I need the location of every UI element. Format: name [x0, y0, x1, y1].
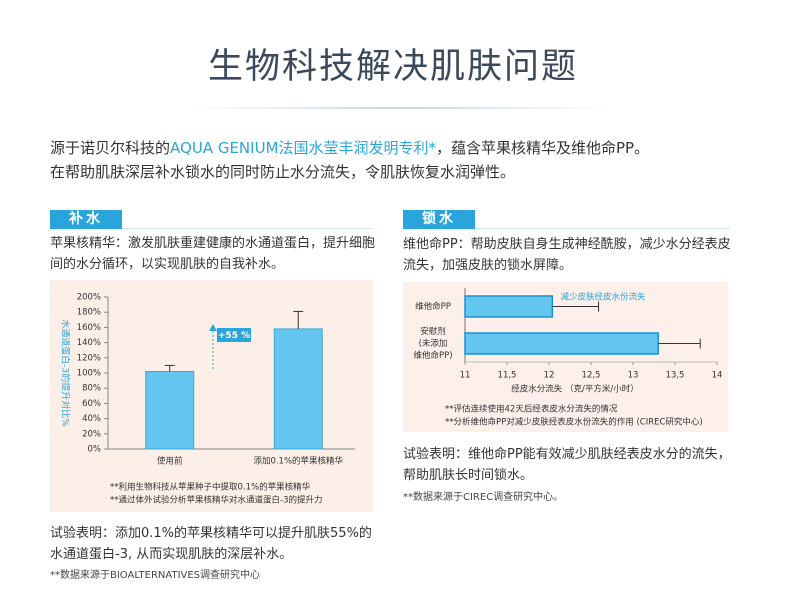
page-title: 生物科技解决肌肤问题	[207, 47, 578, 87]
y-tick-label: 100%	[77, 369, 101, 379]
section-source: **数据来源于BIOALTERNATIVES调查研究中心	[50, 570, 261, 581]
bar	[464, 332, 659, 355]
chart-note: **分析维他命PP对减少皮肤经表皮水份流失的作用 (CIREC研究中心)	[445, 417, 703, 428]
intro-text: ，蕴含苹果核精华及维他命PP。	[436, 139, 650, 157]
section-source: **数据来源于CIREC调查研究中心。	[403, 492, 564, 503]
intro-text: 源于诺贝尔科技的	[50, 139, 171, 157]
section-description: 苹果核精华：激发肌肤重建健康的水通道蛋白，提升细胞间的水分循环，以实现肌肤的自我…	[50, 236, 376, 272]
section-tab: 锁水	[403, 210, 475, 229]
tab-line	[122, 228, 372, 229]
chart-note: **利用生物科技从苹果种子中提取0.1%的苹果核精华	[110, 482, 311, 493]
y-tick-label: 20%	[82, 429, 101, 439]
x-tick-label: 11	[460, 371, 471, 381]
x-tick-label: 12,5	[582, 371, 601, 381]
x-tick-label: 使用前	[157, 456, 183, 467]
bar	[273, 328, 323, 450]
section-tab: 补水	[50, 210, 122, 229]
intro-highlight: AQUA GENIUM法国水莹丰润发明专利*	[170, 139, 436, 157]
chart-note: **通过体外试验分析苹果核精华对水通道蛋白-3的提升力	[110, 495, 322, 506]
y-tick-label: 40%	[82, 414, 101, 424]
y-tick-label: 120%	[77, 353, 101, 363]
x-tick-label: 11,5	[498, 371, 517, 381]
tab-line	[475, 228, 730, 229]
y-tick-label: 80%	[82, 384, 101, 394]
x-tick-label: 13,5	[666, 371, 685, 381]
y-tick-label: 160%	[77, 323, 101, 333]
y-tick-label: 140%	[77, 338, 101, 348]
chart: 0% 20% 40% 60% 80% 100% 120% 140% 160% 180% 200% 使用…	[50, 280, 373, 512]
annotation: +55 %	[218, 331, 250, 341]
x-tick-label: 13	[628, 371, 639, 381]
y-axis-label: 水通道蛋白-3的提升对比%	[60, 319, 72, 427]
x-tick-label: 14	[712, 371, 723, 381]
bar	[145, 370, 195, 450]
y-tick-label: 200%	[77, 293, 101, 303]
annotation: 减少皮肤经皮水份流失	[560, 292, 646, 303]
section-description: 维他命PP：帮助皮肤自身生成神经酰胺，减少水分经表皮流失，加强皮肤的锁水屏障。	[403, 237, 731, 273]
intro-line: 源于诺贝尔科技的AQUA GENIUM法国水莹丰润发明专利*，蕴含苹果核精华及维…	[50, 137, 649, 158]
intro-line: 在帮助肌肤深层补水锁水的同时防止水分流失，令肌肤恢复水润弹性。	[50, 163, 516, 181]
annotation-arrow	[209, 324, 217, 331]
section-conclusion: 试验表明：添加0.1%的苹果核精华可以提升肌肤55%的水通道蛋白-3, 从而实现…	[50, 526, 372, 562]
x-tick-label: 12	[544, 371, 555, 381]
x-tick-label: 添加0.1%的苹果核精华	[253, 456, 343, 467]
y-tick-label: 180%	[77, 308, 101, 318]
annotation-box	[217, 328, 251, 342]
y-tick-label: 0%	[88, 445, 102, 455]
chart-wrap: 11 11,5 12 12,5 13 13,5 14 减少皮肤经皮水份流失经皮水分流失 （克/…	[403, 282, 728, 432]
section-conclusion: 试验表明：维他命PP能有效减少肌肤经表皮水分的流失，帮助肌肤长时间锁水。	[403, 447, 731, 483]
title-rule	[190, 107, 610, 109]
y-tick-label: 60%	[82, 399, 101, 409]
chart-note: **评估连续使用42天后经表皮水分流失的情况	[445, 404, 618, 415]
x-axis-label: 经皮水分流失 （克/平方米/小时）	[511, 384, 638, 395]
category-label: 安慰剂 (未添加 维他命PP)	[413, 326, 453, 361]
category-label: 维他命PP	[415, 301, 451, 312]
bar	[464, 295, 554, 318]
